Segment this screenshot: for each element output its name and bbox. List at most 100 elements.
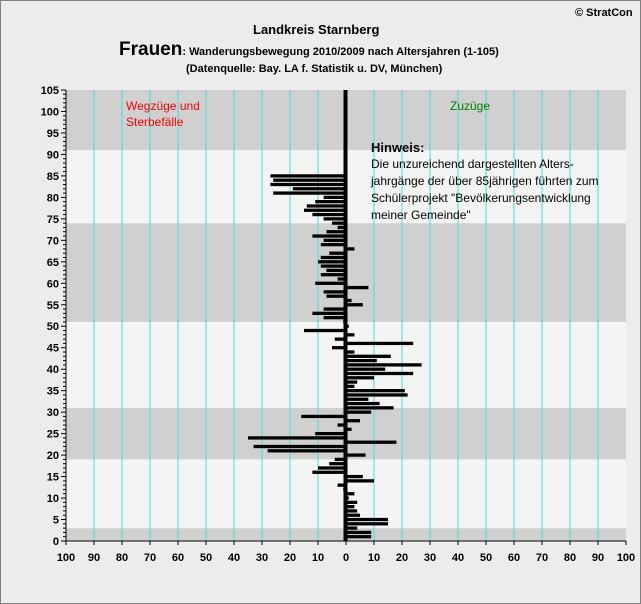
copyright: © StratCon (575, 7, 633, 19)
bar-age-63 (326, 268, 346, 273)
bar-age-16 (312, 470, 346, 474)
bar-age-44 (346, 350, 355, 354)
bar-age-64 (320, 264, 346, 268)
bar-age-74 (332, 221, 346, 225)
bar-age-1 (346, 535, 372, 539)
source-note: (Datenquelle: Bay. LA f. Statistik u. DV… (186, 63, 443, 75)
bar-age-52 (323, 316, 346, 320)
left-label-line1: Wegzüge und (126, 99, 200, 113)
y-tick-label-25: 25 (47, 429, 59, 441)
bar-age-80 (323, 195, 346, 200)
y-tick-label-45: 45 (47, 343, 59, 355)
y-tick-label-55: 55 (47, 300, 59, 312)
bar-age-79 (315, 200, 346, 204)
bar-age-54 (323, 307, 346, 311)
bar-age-68 (346, 247, 355, 251)
bar-age-78 (306, 204, 346, 208)
bars-series (248, 174, 422, 539)
x-tick-label-20: 100 (617, 552, 635, 564)
bar-age-46 (346, 341, 414, 346)
bar-age-49 (304, 328, 346, 333)
bar-age-58 (323, 290, 346, 294)
bar-age-7 (346, 509, 358, 513)
bar-age-75 (323, 217, 346, 221)
bar-age-40 (346, 367, 386, 371)
bar-age-11 (346, 492, 355, 496)
x-tick-label-2: 80 (116, 552, 128, 564)
y-tick-marks (61, 89, 66, 542)
x-tick-label-19: 90 (592, 552, 604, 564)
bar-age-53 (312, 311, 346, 315)
bar-age-37 (346, 380, 358, 384)
bar-age-56 (346, 298, 352, 303)
bar-age-85 (270, 174, 346, 178)
bar-age-65 (318, 260, 346, 264)
bar-age-72 (326, 230, 346, 234)
x-tick-label-6: 40 (228, 552, 240, 564)
bar-age-6 (346, 513, 360, 517)
bar-age-69 (320, 242, 346, 247)
hint-line-1: Die unzureichend dargestellten Alters- (371, 157, 574, 171)
bar-age-67 (329, 251, 346, 255)
x-tick-labels: 100 90 80 70 60 50 40 30 20 10 0 10 20 30 40 50 60 70 80 90… (57, 552, 635, 564)
bar-age-76 (312, 212, 346, 217)
chart-subtitle: : Wanderungsbewegung 2010/2009 nach Alte… (182, 46, 499, 58)
bar-age-43 (346, 354, 391, 358)
x-tick-label-4: 60 (172, 552, 184, 564)
bar-age-23 (346, 440, 397, 444)
bar-age-20 (346, 453, 366, 457)
y-tick-label-35: 35 (47, 386, 59, 398)
region-title: Landkreis Starnberg (253, 22, 380, 37)
bar-age-48 (346, 333, 355, 337)
y-tick-labels: 0 5 10 15 20 25 30 35 40 45 50 55 60 65 70 75 80 85 90 95 10… (41, 85, 59, 548)
bar-age-59 (346, 285, 369, 290)
bar-age-29 (301, 414, 346, 419)
bar-age-81 (273, 191, 346, 195)
y-tick-label-20: 20 (47, 450, 59, 462)
bar-age-82 (292, 187, 346, 191)
x-tick-label-10: 0 (343, 552, 349, 564)
bar-age-41 (346, 363, 422, 367)
zero-axis-line (343, 90, 348, 541)
bar-age-47 (334, 337, 346, 341)
hint-line-2: jahrgänge der über 85jährigen führten zu… (370, 174, 598, 188)
y-tick-label-85: 85 (47, 171, 59, 183)
x-tick-label-9: 10 (312, 552, 324, 564)
bar-age-22 (253, 444, 346, 449)
bar-age-32 (346, 401, 380, 406)
bar-age-62 (320, 273, 346, 277)
y-tick-label-5: 5 (53, 515, 59, 527)
y-tick-label-90: 90 (47, 149, 59, 161)
hint-line-3: Schülerprojekt "Bevölkerungsentwicklung (371, 191, 591, 205)
y-tick-label-15: 15 (47, 472, 59, 484)
x-tick-label-16: 60 (508, 552, 520, 564)
bar-age-9 (346, 500, 358, 504)
x-tick-label-17: 70 (536, 552, 548, 564)
x-tick-label-3: 70 (144, 552, 156, 564)
bar-age-24 (248, 436, 346, 440)
bar-age-35 (346, 389, 405, 393)
bar-age-73 (337, 225, 346, 230)
hint-title: Hinweis: (371, 140, 424, 155)
bar-age-38 (346, 376, 374, 380)
bar-age-57 (326, 294, 346, 298)
y-tick-label-40: 40 (47, 364, 59, 376)
bar-age-26 (346, 427, 352, 431)
x-tick-label-5: 50 (200, 552, 212, 564)
bar-age-61 (337, 277, 346, 281)
bar-age-8 (346, 504, 355, 509)
bar-age-5 (346, 517, 388, 522)
bar-age-36 (346, 384, 355, 389)
bar-age-15 (346, 474, 363, 479)
bar-age-4 (346, 522, 388, 526)
x-tick-label-14: 40 (452, 552, 464, 564)
bar-age-77 (304, 208, 346, 212)
bar-age-14 (346, 479, 374, 483)
bar-age-70 (323, 238, 346, 242)
x-tick-label-7: 30 (256, 552, 268, 564)
y-tick-label-70: 70 (47, 235, 59, 247)
y-tick-label-75: 75 (47, 214, 59, 226)
bar-age-71 (312, 234, 346, 238)
left-label-line2: Sterbefälle (126, 115, 184, 129)
